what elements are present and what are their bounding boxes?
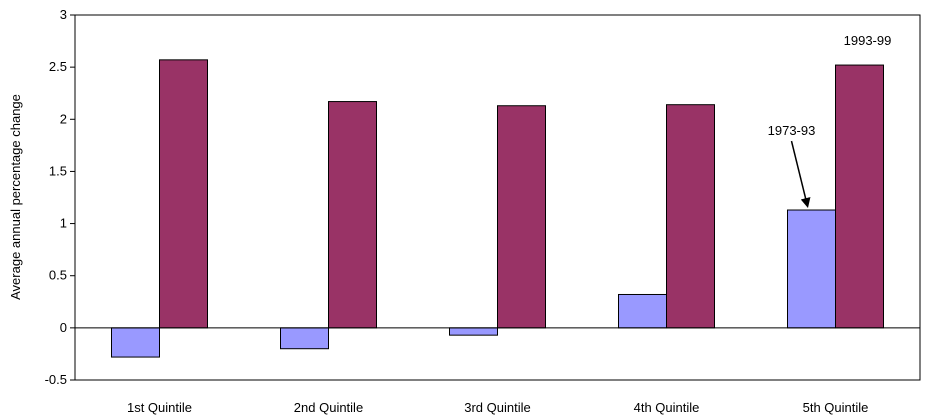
plot-area-frame xyxy=(74,14,921,381)
y-axis-title: Average annual percentage change xyxy=(8,94,23,300)
bar-series-2-4 xyxy=(666,104,715,329)
bar-series-2-5 xyxy=(835,64,884,329)
bar-series-1-2 xyxy=(280,327,329,350)
x-axis-labels: 1st Quintile 2nd Quintile 3rd Quintile 4th … xyxy=(127,400,868,415)
x-category-label: 1st Quintile xyxy=(127,400,192,415)
annotation-arrow xyxy=(790,140,811,208)
y-tick-label: 1 xyxy=(60,216,67,231)
y-tick-label: 3 xyxy=(60,7,67,22)
annotation-label: 1993-99 xyxy=(844,33,892,48)
y-tick-label: -0.5 xyxy=(45,372,67,387)
annotations: 1973-93 1993-99 xyxy=(768,33,892,208)
y-tick-label: 2 xyxy=(60,111,67,126)
bar-series-1-5 xyxy=(787,209,836,329)
y-axis: -0.5 0 0.5 1 1.5 2 2.5 3 xyxy=(45,7,75,387)
bar-series-2-3 xyxy=(497,105,546,329)
y-tick-label: 1.5 xyxy=(49,163,67,178)
x-category-label: 4th Quintile xyxy=(634,400,700,415)
bar-series-1-1 xyxy=(111,327,160,358)
x-category-label: 5th Quintile xyxy=(803,400,869,415)
y-tick-label: 0 xyxy=(60,320,67,335)
bars xyxy=(111,59,884,358)
annotation-label: 1973-93 xyxy=(768,123,816,138)
bar-series-1-4 xyxy=(618,293,667,329)
x-category-label: 2nd Quintile xyxy=(294,400,363,415)
y-tick-label: 2.5 xyxy=(49,59,67,74)
y-tick-label: 0.5 xyxy=(49,268,67,283)
bar-series-1-3 xyxy=(449,327,498,336)
bar-series-2-1 xyxy=(159,59,208,329)
bar-series-2-2 xyxy=(328,101,377,329)
x-category-label: 3rd Quintile xyxy=(464,400,530,415)
